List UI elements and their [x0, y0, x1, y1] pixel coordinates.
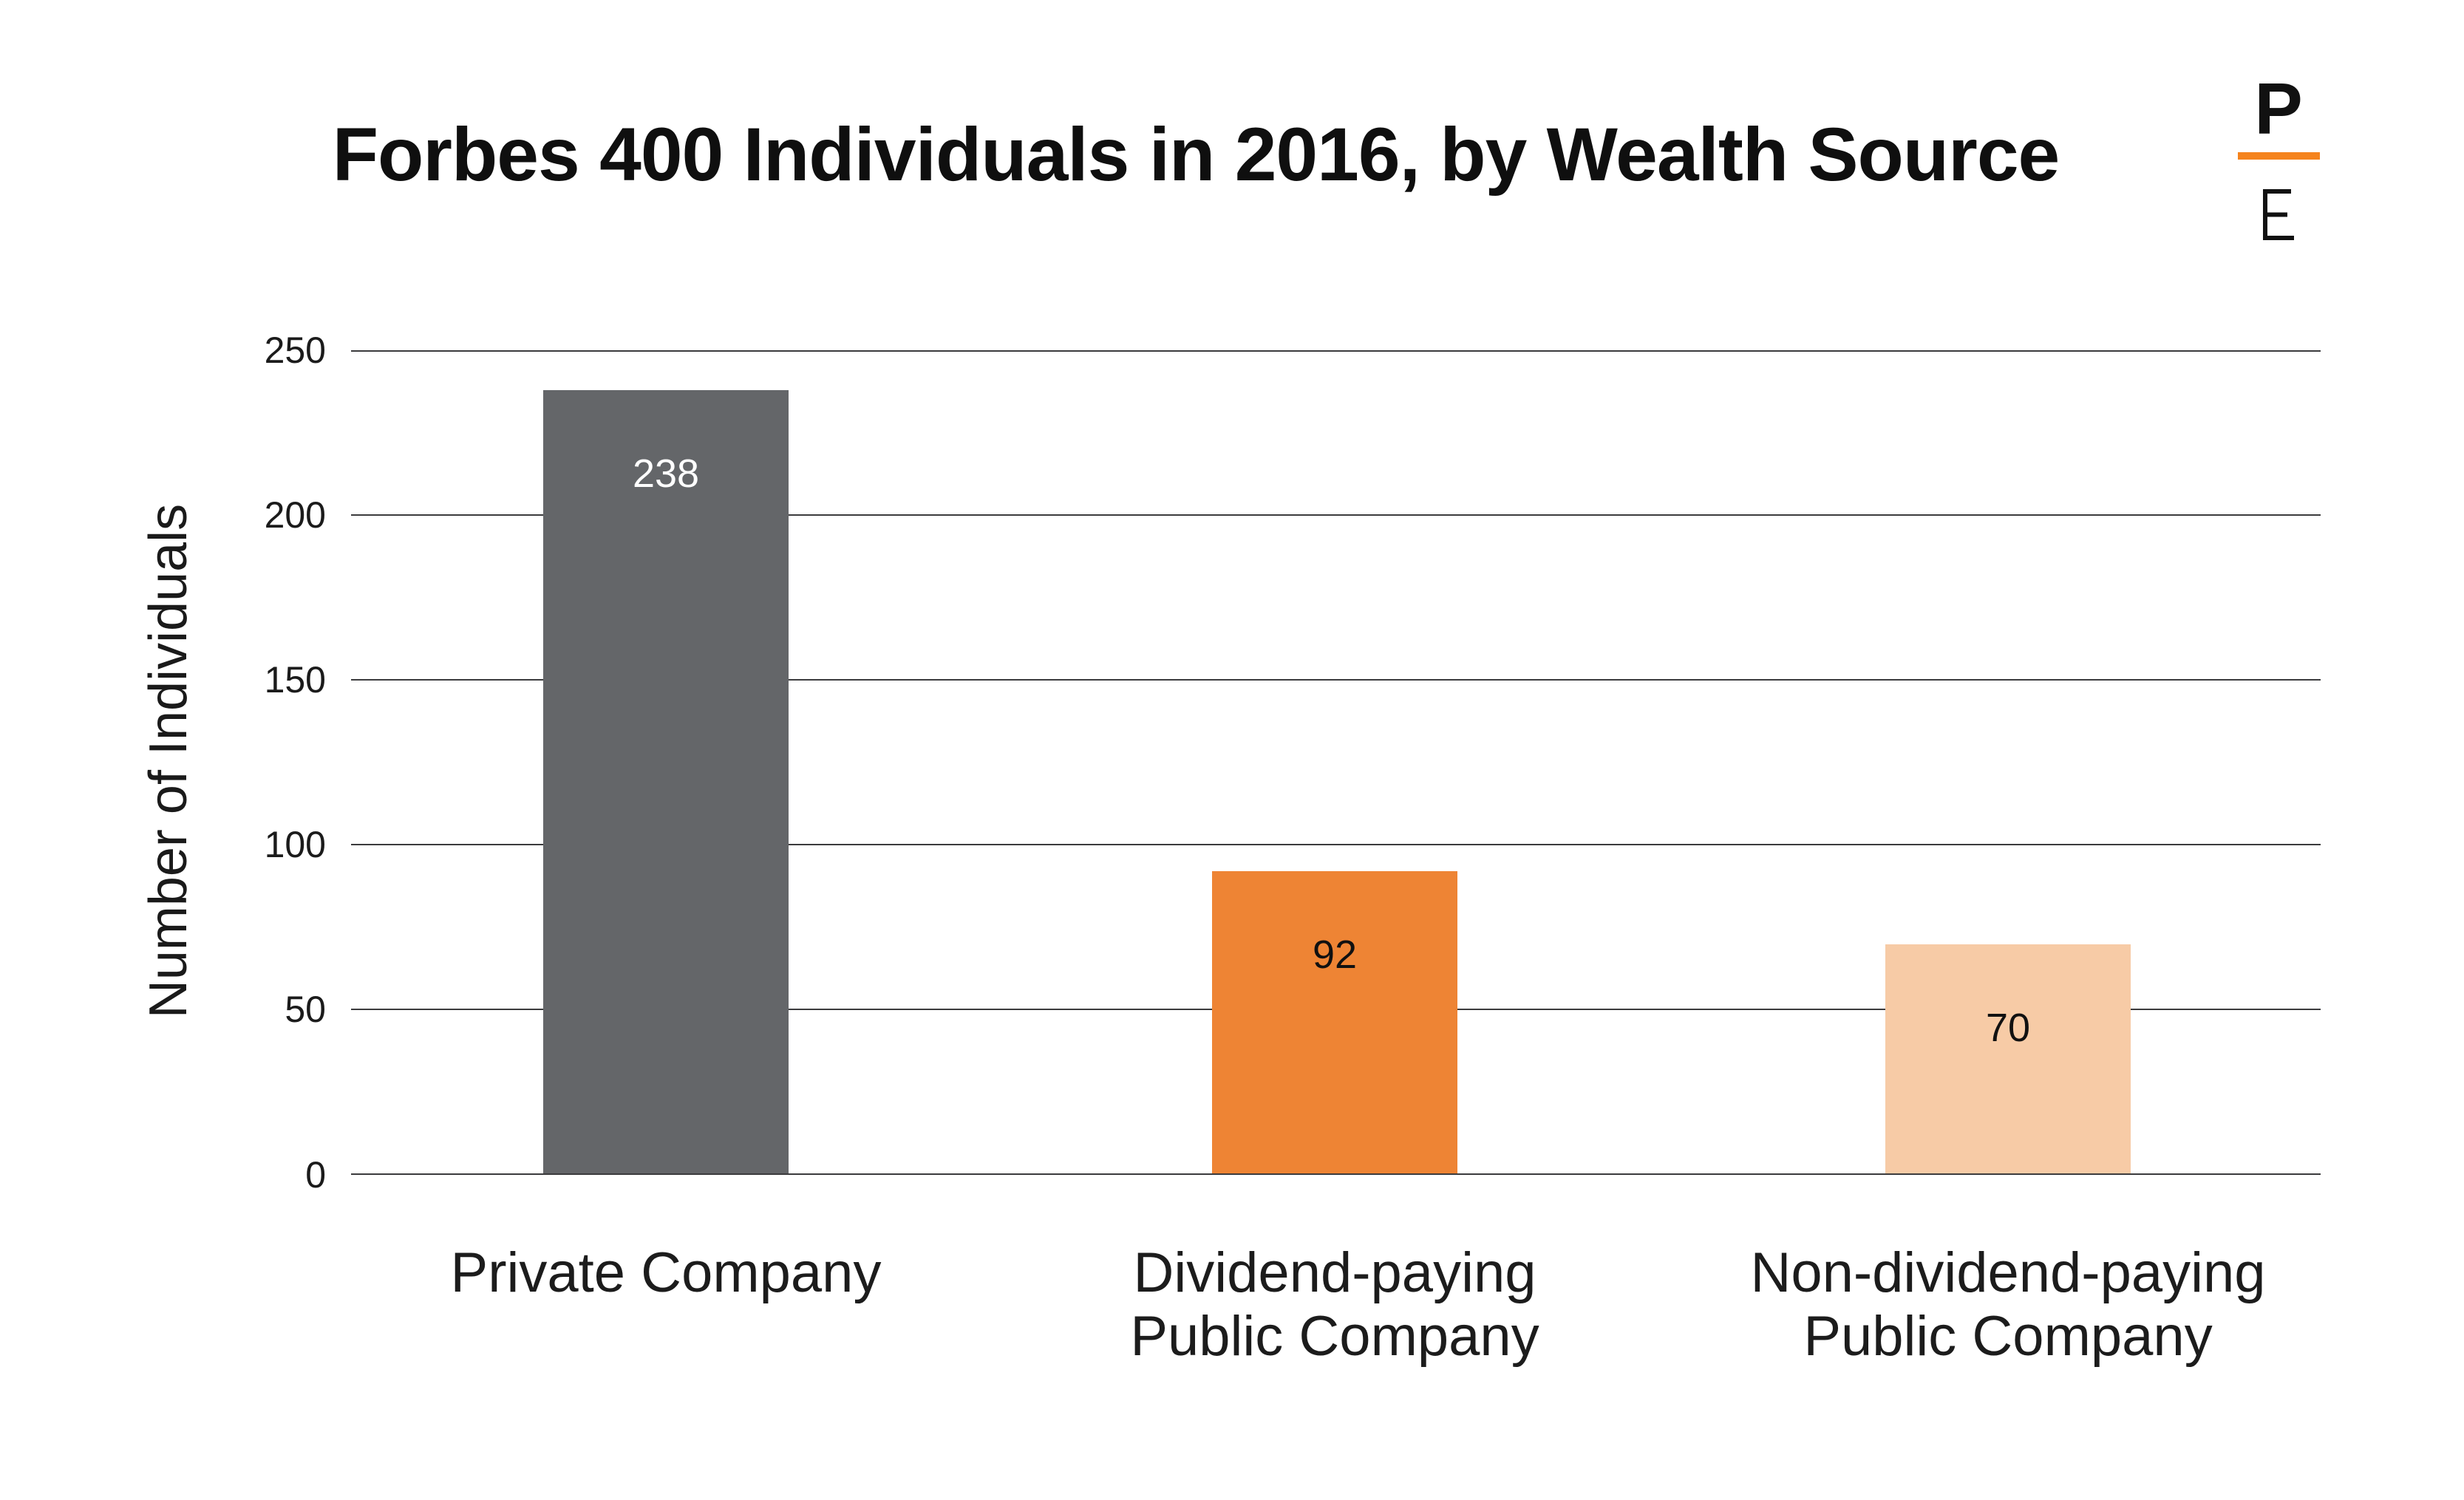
pe-logo: P [2234, 68, 2323, 240]
y-tick-label-0: 0 [305, 1154, 326, 1196]
x-label-line: Dividend-paying [1133, 1241, 1536, 1304]
x-axis-baseline [351, 1173, 2321, 1175]
x-label-line: Public Company [1803, 1305, 2213, 1368]
y-tick-label-150: 150 [264, 659, 326, 700]
x-category-label-private-company: Private Company [333, 1241, 998, 1305]
bar-value-label: 238 [632, 451, 700, 496]
x-label-line: Non-dividend-paying [1750, 1241, 2266, 1304]
x-category-label-non-dividend-paying: Non-dividend-paying Public Company [1675, 1241, 2341, 1368]
bar-slot-private-company: 238 [543, 350, 789, 1175]
bar-value-label: 70 [1985, 1005, 2031, 1050]
y-tick-label-100: 100 [264, 824, 326, 865]
bar-slot-non-dividend-paying: 70 [1885, 350, 2131, 1175]
plot-area: 238 92 70 [351, 350, 2321, 1175]
x-label-line: Private Company [450, 1241, 882, 1304]
gridline-250 [351, 350, 2321, 352]
gridline-200 [351, 514, 2321, 516]
bar-private-company: 238 [543, 389, 789, 1175]
bar-value-label: 92 [1312, 933, 1358, 978]
logo-e-letter-icon [2263, 189, 2294, 240]
y-tick-label-200: 200 [264, 494, 326, 536]
x-category-label-dividend-paying: Dividend-paying Public Company [1002, 1241, 1667, 1368]
gridline-150 [351, 679, 2321, 681]
y-tick-label-250: 250 [264, 330, 326, 371]
bar-dividend-paying: 92 [1212, 871, 1457, 1175]
x-label-line: Public Company [1130, 1305, 1539, 1368]
gridline-100 [351, 844, 2321, 845]
chart-title: Forbes 400 Individuals in 2016, by Wealt… [332, 112, 2060, 197]
y-tick-label-50: 50 [285, 989, 326, 1030]
bar-non-dividend-paying: 70 [1885, 944, 2131, 1175]
bar-slot-dividend-paying: 92 [1212, 350, 1457, 1175]
logo-divider-rule [2237, 152, 2320, 160]
y-axis-title: Number of Individuals [139, 503, 198, 1019]
logo-p-letter: P [2254, 68, 2303, 149]
